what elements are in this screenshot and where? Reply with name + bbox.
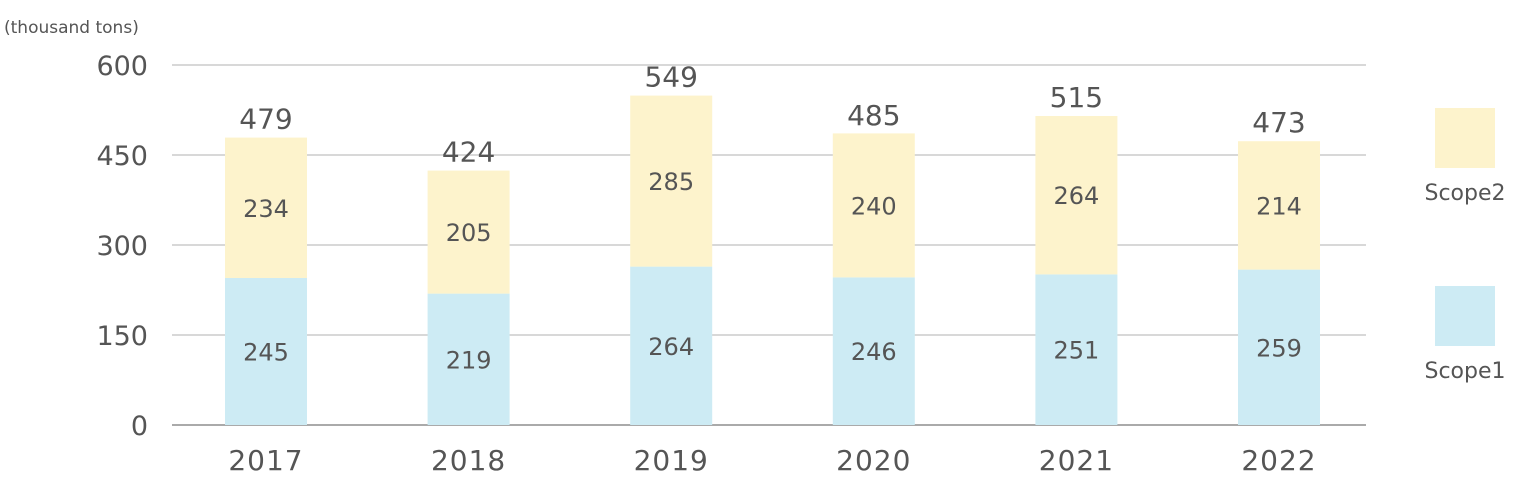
total-label-2021: 515 <box>1050 81 1103 114</box>
y-tick-label: 300 <box>96 231 148 262</box>
grid-lines <box>172 64 1366 426</box>
x-tick-label: 2017 <box>228 444 303 477</box>
bar-scope1-2019 <box>630 266 713 425</box>
bar-scope2-2018 <box>427 170 510 294</box>
bar-scope1-2022 <box>1238 269 1320 425</box>
data-label-scope2-2021: 264 <box>1053 182 1099 210</box>
data-label-scope2-2022: 214 <box>1256 192 1302 220</box>
data-label-scope1-2017: 245 <box>243 339 289 367</box>
data-label-scope2-2018: 205 <box>446 219 492 247</box>
legend-swatch-scope1 <box>1435 286 1495 346</box>
data-label-scope2-2017: 234 <box>243 195 289 223</box>
bar-scope1-2021 <box>1035 274 1118 425</box>
data-label-scope2-2019: 285 <box>648 168 694 196</box>
data-label-scope1-2022: 259 <box>1256 334 1302 362</box>
x-tick-label: 2020 <box>836 444 911 477</box>
data-label-scope1-2020: 246 <box>851 338 897 366</box>
bar-scope2-2022 <box>1238 141 1320 270</box>
data-label-scope1-2019: 264 <box>648 333 694 361</box>
x-tick-label: 2018 <box>431 444 506 477</box>
x-axis-ticks: 2017 2018 2019 2020 2021 2022 <box>228 444 1316 477</box>
x-tick-label: 2019 <box>634 444 709 477</box>
total-label-2017: 479 <box>239 103 292 136</box>
bar-scope2-2017 <box>225 137 307 278</box>
bar-scope2-2021 <box>1035 116 1118 275</box>
legend-label-scope1: Scope1 <box>1424 359 1505 384</box>
legend-swatch-scope2 <box>1435 108 1495 168</box>
total-label-2020: 485 <box>847 99 900 132</box>
legend-label-scope2: Scope2 <box>1424 181 1505 206</box>
bar-scope2-2019 <box>630 95 713 267</box>
total-label-2022: 473 <box>1252 106 1305 139</box>
y-tick-label: 150 <box>96 321 148 352</box>
total-label-2018: 424 <box>442 136 495 169</box>
unit-label: (thousand tons) <box>4 18 139 38</box>
bar-scope1-2018 <box>427 293 510 425</box>
legend: Scope2 Scope1 <box>1424 108 1506 384</box>
y-axis-ticks: 0 150 300 450 600 <box>96 51 148 442</box>
x-tick-label: 2021 <box>1039 444 1114 477</box>
bar-scope2-2020 <box>832 133 915 278</box>
bars: 245 234 479 219 205 424 264 285 549 246 240 485 251 2… <box>225 61 1320 425</box>
data-label-scope1-2021: 251 <box>1053 337 1099 365</box>
data-label-scope2-2020: 240 <box>851 192 897 220</box>
data-label-scope1-2018: 219 <box>446 346 492 374</box>
bar-scope1-2017 <box>225 278 307 425</box>
x-tick-label: 2022 <box>1241 444 1316 477</box>
y-tick-label: 600 <box>96 51 148 82</box>
y-tick-label: 0 <box>131 411 148 442</box>
total-label-2019: 549 <box>644 61 697 94</box>
bar-scope1-2020 <box>832 277 915 425</box>
y-tick-label: 450 <box>96 141 148 172</box>
